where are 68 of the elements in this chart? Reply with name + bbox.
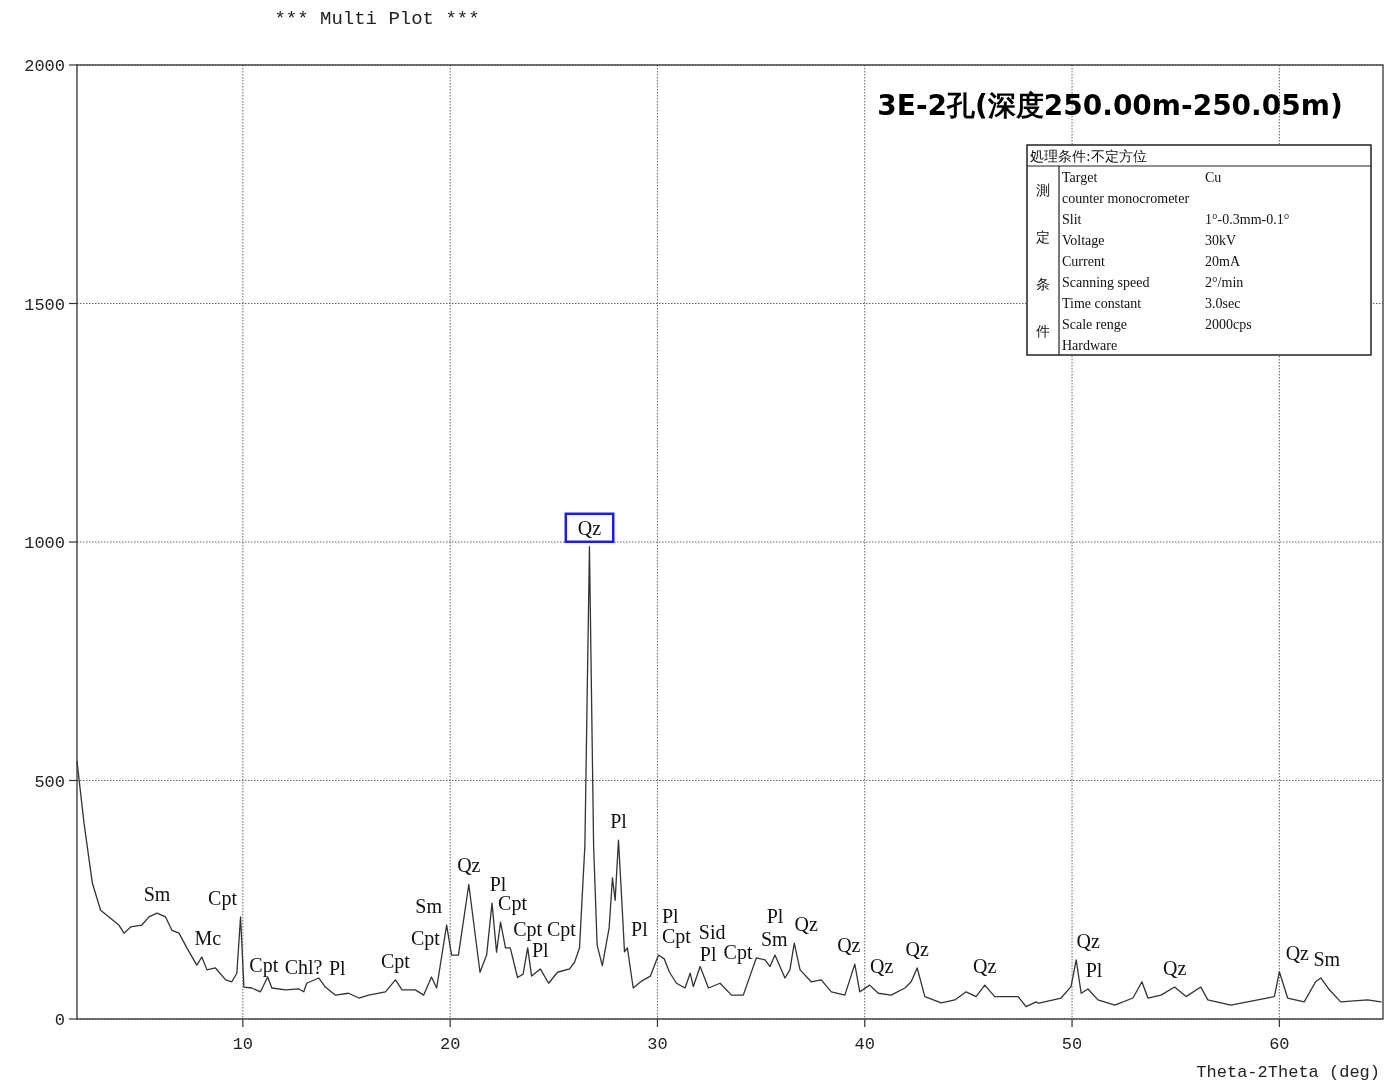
y-tick-label: 2000 <box>24 57 65 76</box>
x-tick-label: 30 <box>647 1035 668 1054</box>
text: 3E-2孔(深度250.00m-250.05m) <box>877 89 1343 122</box>
category-label: 定 <box>1036 228 1050 245</box>
category-label: 条 <box>1036 276 1050 293</box>
annotation: Sm <box>143 883 171 906</box>
x-tick-label: 40 <box>854 1035 875 1054</box>
annotation: Sm <box>1313 947 1341 970</box>
annotation: Pl <box>699 943 717 966</box>
annotation: Sid <box>698 920 726 943</box>
text: 1°-0.3mm-0.1° <box>1205 211 1290 227</box>
annotation: Sm <box>760 927 789 950</box>
annotation: Pl <box>531 938 550 961</box>
category-label: Voltage <box>1062 232 1105 248</box>
annotation: Pl <box>631 917 649 940</box>
x-tick-label: 10 <box>232 1035 254 1054</box>
text: 20mA <box>1205 253 1240 269</box>
x-tick-label: 20 <box>439 1035 461 1054</box>
annotation: Qz <box>1076 929 1100 952</box>
text: 30kV <box>1205 232 1237 248</box>
y-tick-label: 0 <box>54 1011 65 1030</box>
category-label: 件 <box>1036 323 1050 340</box>
text: 処理条件:不定方位 <box>1030 148 1147 164</box>
annotation: Mc <box>194 926 222 949</box>
annotation: Cpt <box>411 927 441 951</box>
y-tick-label: 500 <box>34 772 65 792</box>
annotation: Cpt <box>662 925 692 949</box>
category-label: Scanning speed <box>1062 274 1150 290</box>
annotation: Qz <box>577 516 602 539</box>
annotation: Cpt <box>547 917 577 941</box>
annotation: Qz <box>870 955 894 978</box>
annotation: Cpt <box>723 941 753 965</box>
annotation: Cpt <box>380 949 411 973</box>
annotation: Cpt <box>513 917 543 941</box>
text: 2000cps <box>1205 316 1252 332</box>
annotation: Qz <box>837 934 861 957</box>
category-label: Hardware <box>1062 337 1118 353</box>
y-tick-label: 1500 <box>24 295 65 315</box>
y-tick-label: 1000 <box>24 534 65 553</box>
annotation: Pl <box>661 904 680 927</box>
chart-title: *** Multi Plot *** <box>274 8 480 30</box>
x-axis-title: Theta-2Theta (deg) <box>1196 1063 1380 1082</box>
text: Cu <box>1205 169 1222 185</box>
category-label: Slit <box>1062 211 1082 227</box>
annotation: Qz <box>905 937 929 960</box>
annotation: Chl? <box>284 955 323 978</box>
text: 2°/min <box>1205 274 1244 290</box>
annotation: Cpt <box>208 886 238 910</box>
category-label: counter monocrometer <box>1062 190 1190 206</box>
annotation: Cpt <box>249 953 279 977</box>
category-label: Time constant <box>1062 295 1142 311</box>
annotation: Qz <box>1285 941 1310 964</box>
annotation: Pl <box>1085 958 1103 981</box>
annotation: Pl <box>766 905 784 928</box>
annotation: Qz <box>973 955 997 978</box>
annotation: Qz <box>457 854 481 877</box>
category-label: 測 <box>1036 181 1050 198</box>
category-label: Current <box>1062 253 1105 269</box>
x-tick-label: 50 <box>1061 1035 1083 1054</box>
annotation: Qz <box>1163 957 1187 980</box>
annotation: Pl <box>329 957 347 980</box>
annotation: Sm <box>415 895 443 918</box>
x-tick-label: 60 <box>1269 1035 1290 1054</box>
annotation: Qz <box>794 913 819 936</box>
category-label: Target <box>1062 169 1098 185</box>
annotation: Pl <box>610 810 628 833</box>
text: 3.0sec <box>1205 295 1241 311</box>
category-label: Scale renge <box>1062 316 1127 332</box>
